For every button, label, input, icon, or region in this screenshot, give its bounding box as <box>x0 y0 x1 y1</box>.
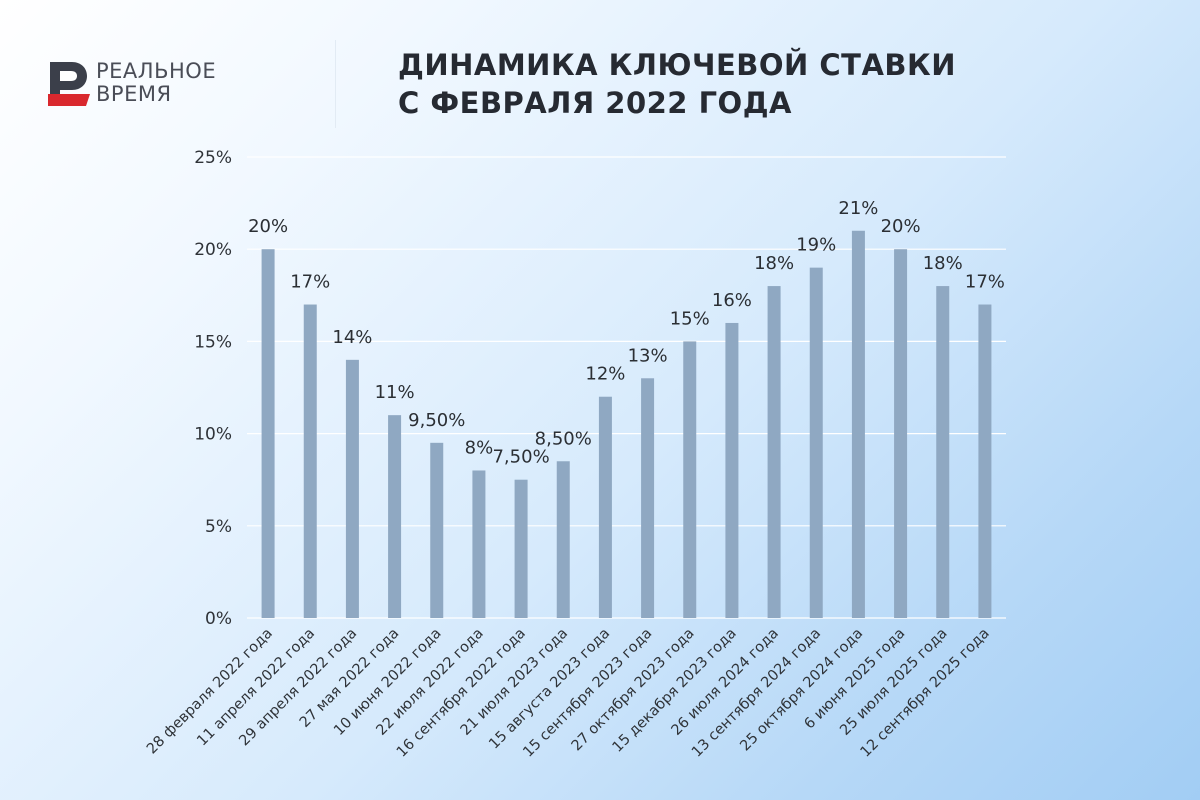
bar <box>346 360 359 618</box>
data-label: 17% <box>290 272 330 293</box>
y-tick-label: 5% <box>205 517 232 537</box>
bar <box>515 480 528 618</box>
data-label: 20% <box>248 216 288 237</box>
bar <box>894 249 907 618</box>
data-label: 16% <box>712 290 752 311</box>
bar <box>262 249 275 618</box>
bar <box>683 341 696 618</box>
data-label: 7,50% <box>492 447 549 468</box>
bar <box>304 305 317 618</box>
bar <box>768 286 781 618</box>
bar <box>852 231 865 618</box>
bar-series <box>262 231 992 618</box>
data-label: 21% <box>838 198 878 219</box>
data-label: 18% <box>923 253 963 274</box>
bar <box>430 443 443 618</box>
y-tick-label: 0% <box>205 609 232 629</box>
data-label: 19% <box>796 235 836 256</box>
bar <box>599 397 612 618</box>
y-tick-label: 25% <box>194 148 232 168</box>
bar <box>725 323 738 618</box>
y-axis: 0% 5% 10% 15% 20% 25% <box>194 148 232 629</box>
data-label: 13% <box>628 345 668 366</box>
bar <box>936 286 949 618</box>
bar <box>472 470 485 618</box>
data-label: 18% <box>754 253 794 274</box>
data-label: 20% <box>881 216 921 237</box>
data-label: 8,50% <box>535 428 592 449</box>
bar <box>557 461 570 618</box>
y-tick-label: 10% <box>194 425 232 445</box>
data-label: 15% <box>670 308 710 329</box>
data-label: 14% <box>332 327 372 348</box>
data-label: 12% <box>585 364 625 385</box>
bar <box>810 268 823 618</box>
data-label: 11% <box>375 382 415 403</box>
data-label: 9,50% <box>408 410 465 431</box>
data-label: 8% <box>465 437 494 458</box>
y-tick-label: 15% <box>194 332 232 352</box>
data-label: 17% <box>965 272 1005 293</box>
bar <box>978 305 991 618</box>
data-labels: 20% 17% 14% 11% 9,50%8% 7,50%8,50% 12%13%15%16… <box>248 198 1005 468</box>
y-tick-label: 20% <box>194 240 232 260</box>
bar <box>388 415 401 618</box>
bar <box>641 378 654 618</box>
